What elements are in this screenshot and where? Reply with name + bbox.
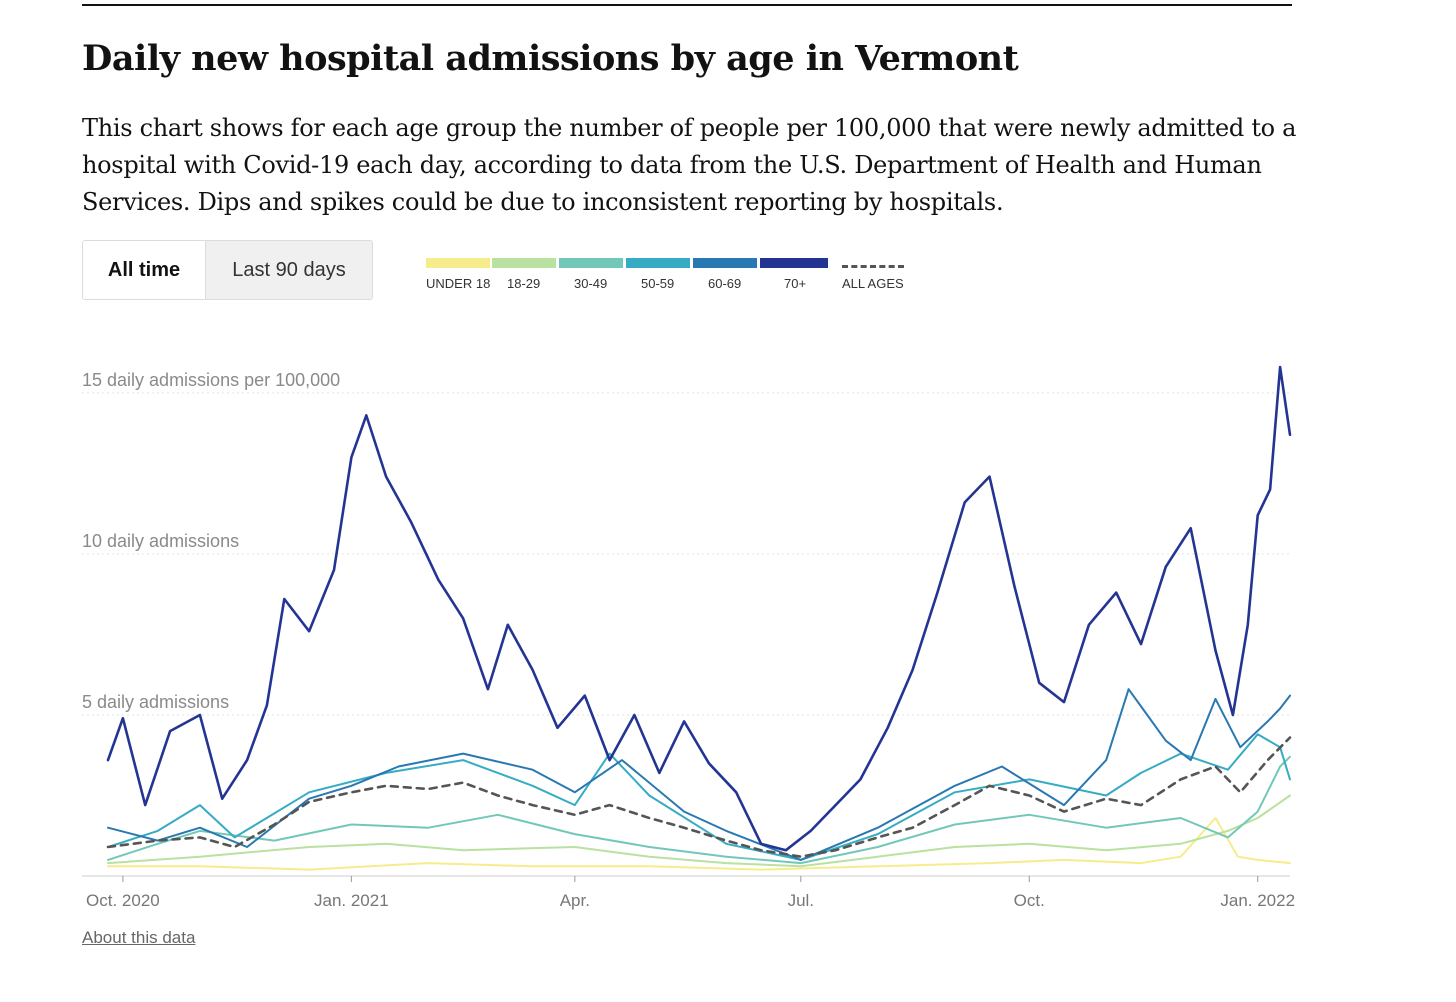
grid-layer <box>82 392 1290 882</box>
series-line-18-29 <box>107 794 1291 868</box>
last-90-days-button[interactable]: Last 90 days <box>205 241 372 299</box>
x-tick-label: Apr. <box>560 891 590 910</box>
label-layer: 5 daily admissions 10 daily admissions 15 … <box>82 370 1295 910</box>
x-tick-label: Jan. 2021 <box>314 891 389 910</box>
legend-swatch <box>760 258 828 268</box>
legend-swatch <box>492 258 556 268</box>
legend-label: 30-49 <box>574 276 608 291</box>
legend-swatch <box>626 258 690 268</box>
chart-description: This chart shows for each age group the … <box>82 114 1297 216</box>
x-tick-label: Jul. <box>788 891 814 910</box>
legend-swatch <box>559 258 623 268</box>
legend-swatch <box>426 258 490 268</box>
legend-dash-swatch <box>842 265 904 268</box>
legend-label: ALL AGES <box>842 276 904 291</box>
x-tick-label: Oct. 2020 <box>86 891 160 910</box>
x-tick-label: Oct. <box>1014 891 1045 910</box>
y-tick-label: 15 daily admissions per 100,000 <box>82 370 340 390</box>
about-this-data-link[interactable]: About this data <box>82 928 196 947</box>
series-line-all-ages <box>106 736 1292 859</box>
legend-label: 50-59 <box>641 276 675 291</box>
series-line-50-59 <box>107 733 1291 861</box>
y-tick-label: 10 daily admissions <box>82 531 239 551</box>
all-time-button[interactable]: All time <box>83 241 205 299</box>
top-rule <box>82 4 1292 6</box>
series-line-30-49 <box>107 755 1291 865</box>
time-range-toggle: All time Last 90 days <box>82 240 373 300</box>
line-chart: 5 daily admissions 10 daily admissions 15 … <box>82 365 1295 910</box>
legend-label: 60-69 <box>708 276 742 291</box>
chart-title: Daily new hospital admissions by age in … <box>82 38 1019 79</box>
legend-swatch <box>693 258 757 268</box>
x-tick-label: Jan. 2022 <box>1220 891 1295 910</box>
series-line-70-plus <box>106 365 1292 852</box>
legend-label: 18-29 <box>507 276 541 291</box>
series-line-60-69 <box>107 688 1291 861</box>
legend-label: UNDER 18 <box>426 276 491 291</box>
legend-label: 70+ <box>784 276 807 291</box>
y-tick-label: 5 daily admissions <box>82 692 229 712</box>
series-layer <box>106 365 1292 871</box>
